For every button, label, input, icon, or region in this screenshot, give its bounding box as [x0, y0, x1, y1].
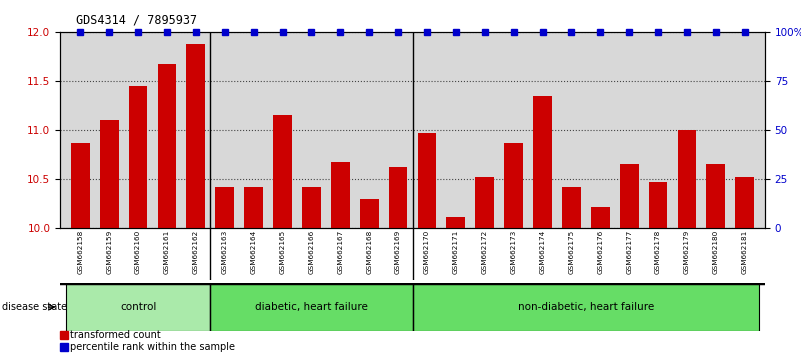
Bar: [158, 64, 176, 228]
Text: GSM662158: GSM662158: [78, 229, 83, 274]
Text: disease state: disease state: [2, 302, 66, 312]
Text: GSM662168: GSM662168: [366, 229, 372, 274]
Bar: [244, 187, 263, 228]
Bar: [706, 165, 725, 228]
Bar: [591, 207, 610, 228]
Text: GSM662179: GSM662179: [684, 229, 690, 274]
Text: GSM662161: GSM662161: [164, 229, 170, 274]
Text: GSM662181: GSM662181: [742, 229, 747, 274]
Bar: [413, 283, 759, 331]
Text: GSM662173: GSM662173: [510, 229, 517, 274]
Text: GSM662174: GSM662174: [540, 229, 545, 274]
Bar: [273, 115, 292, 228]
Text: GSM662164: GSM662164: [251, 229, 256, 274]
Text: GSM662167: GSM662167: [337, 229, 344, 274]
Text: GSM662171: GSM662171: [453, 229, 459, 274]
Bar: [678, 130, 696, 228]
Text: transformed count: transformed count: [70, 330, 161, 340]
Bar: [331, 161, 350, 228]
Text: GSM662169: GSM662169: [395, 229, 401, 274]
Text: diabetic, heart failure: diabetic, heart failure: [255, 302, 368, 312]
Bar: [360, 199, 379, 228]
Bar: [417, 133, 437, 228]
Bar: [302, 187, 320, 228]
Text: GSM662165: GSM662165: [280, 229, 285, 274]
Bar: [505, 143, 523, 228]
Bar: [187, 44, 205, 228]
Text: GSM662163: GSM662163: [222, 229, 227, 274]
Text: control: control: [120, 302, 156, 312]
Bar: [446, 217, 465, 228]
Bar: [562, 187, 581, 228]
Text: GSM662162: GSM662162: [193, 229, 199, 274]
Bar: [129, 86, 147, 228]
Bar: [388, 167, 408, 228]
Text: GSM662178: GSM662178: [655, 229, 661, 274]
Text: GSM662180: GSM662180: [713, 229, 718, 274]
Text: GSM662166: GSM662166: [308, 229, 315, 274]
Text: GSM662159: GSM662159: [107, 229, 112, 274]
Text: GSM662175: GSM662175: [569, 229, 574, 274]
Text: GSM662176: GSM662176: [598, 229, 603, 274]
Text: GSM662170: GSM662170: [424, 229, 430, 274]
Text: percentile rank within the sample: percentile rank within the sample: [70, 342, 235, 352]
Text: GSM662172: GSM662172: [481, 229, 488, 274]
Bar: [211, 283, 413, 331]
Bar: [66, 283, 211, 331]
Text: non-diabetic, heart failure: non-diabetic, heart failure: [517, 302, 654, 312]
Bar: [71, 143, 90, 228]
Text: GDS4314 / 7895937: GDS4314 / 7895937: [76, 13, 197, 26]
Text: GSM662160: GSM662160: [135, 229, 141, 274]
Bar: [620, 165, 638, 228]
Bar: [649, 182, 667, 228]
Bar: [475, 177, 494, 228]
Bar: [735, 177, 754, 228]
Bar: [100, 120, 119, 228]
Bar: [215, 187, 234, 228]
Text: GSM662177: GSM662177: [626, 229, 632, 274]
Bar: [533, 96, 552, 228]
